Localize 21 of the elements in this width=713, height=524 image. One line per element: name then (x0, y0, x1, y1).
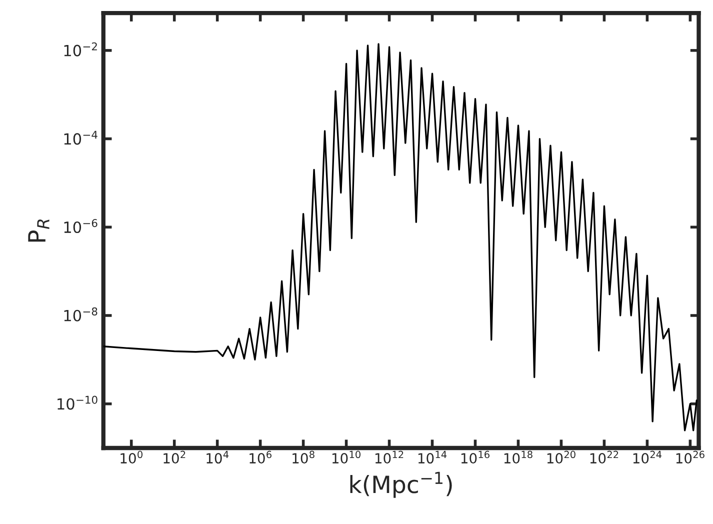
y-tick-label: 10$^{−2}$ (64, 42, 97, 56)
x-tick-label: 10$^{0}$ (120, 450, 142, 464)
x-tick-label: 10$^{22}$ (590, 450, 618, 464)
x-tick-label: 10$^{20}$ (547, 450, 576, 464)
x-tick-label: 10$^{4}$ (206, 450, 229, 464)
x-axis-title: k(Mpc$^{−1}$) (350, 472, 452, 498)
x-tick-label: 10$^{16}$ (461, 450, 490, 464)
y-axis-title: P$_{R}$ (28, 220, 50, 242)
x-tick-label: 10$^{2}$ (164, 450, 186, 464)
y-tick-label: 10$^{−4}$ (64, 130, 98, 145)
x-tick-label: 10$^{10}$ (332, 450, 360, 464)
x-tick-label: 10$^{14}$ (418, 450, 447, 464)
y-tick-label: 10$^{−10}$ (58, 396, 98, 410)
x-tick-label: 10$^{26}$ (676, 450, 704, 464)
x-tick-label: 10$^{8}$ (292, 450, 314, 464)
x-tick-label: 10$^{12}$ (375, 450, 404, 464)
x-tick-label: 10$^{24}$ (633, 450, 662, 464)
y-tick-label: 10$^{−6}$ (64, 219, 98, 234)
x-tick-label: 10$^{6}$ (250, 450, 272, 464)
y-tick-label: 10$^{−8}$ (64, 307, 98, 322)
x-tick-label: 10$^{18}$ (504, 450, 532, 464)
